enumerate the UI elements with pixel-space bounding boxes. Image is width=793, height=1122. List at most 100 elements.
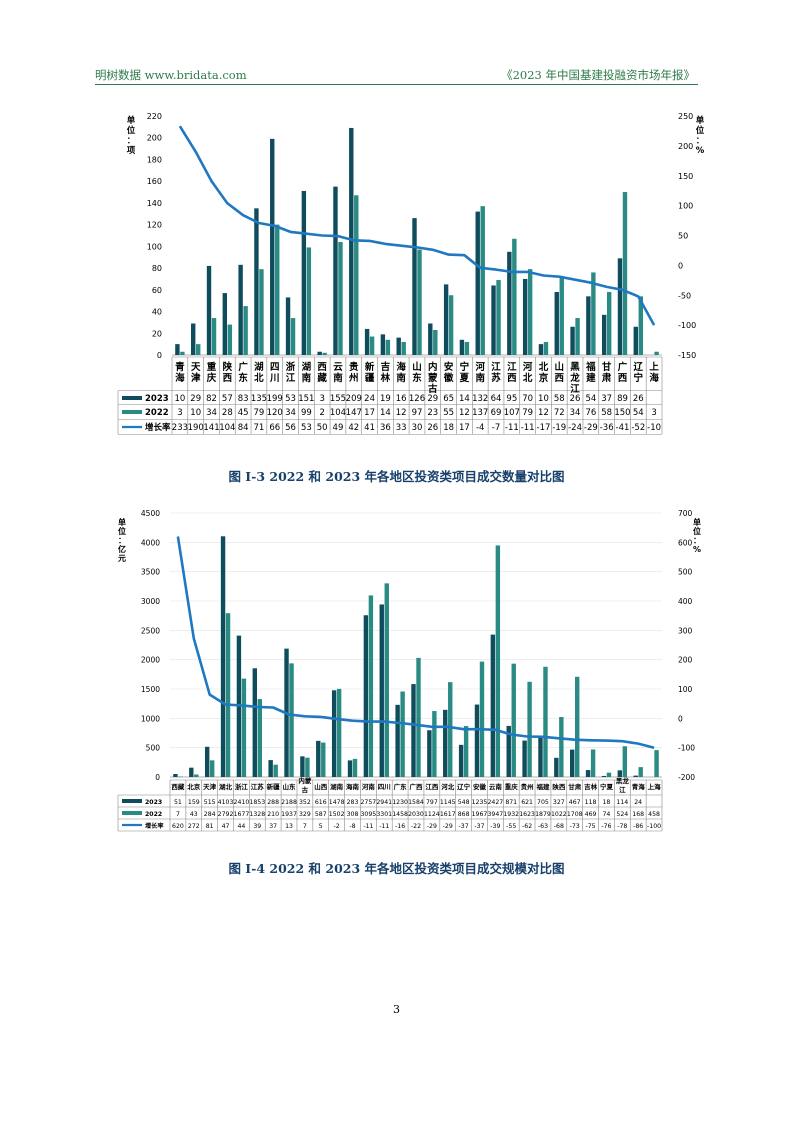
- scale-data-label: 114: [616, 799, 628, 806]
- count-bar-2023: [586, 296, 591, 355]
- count-y-tick-label: 120: [147, 221, 162, 230]
- count-category-label: 江: [491, 361, 501, 373]
- scale-y2-tick-label: -200: [678, 773, 695, 782]
- scale-data-label: 1708: [567, 811, 583, 818]
- scale-bar-2022: [463, 726, 469, 777]
- chart-scale: 050010001500200025003000350040004500-200…: [117, 509, 701, 832]
- scale-category-label: 西藏: [171, 782, 185, 791]
- count-category-label: 海: [175, 372, 185, 384]
- scale-bar-2023: [538, 735, 543, 777]
- count-bar-2023: [364, 328, 370, 355]
- count-data-label: 16: [396, 394, 407, 404]
- scale-category-label: 四川: [378, 783, 391, 791]
- scale-category-label: 山西: [314, 782, 328, 791]
- scale-data-label: -37: [474, 823, 484, 830]
- scale-data-label: 5: [319, 823, 323, 830]
- scale-bar-2022: [590, 749, 596, 777]
- scale-bar-2023: [204, 746, 210, 777]
- scale-data-label: 2030: [408, 811, 424, 818]
- count-data-label: 45: [238, 408, 249, 418]
- scale-category-label: 贵州: [521, 782, 534, 791]
- count-category-label: 宁: [460, 361, 470, 373]
- count-bar-2023: [443, 284, 449, 355]
- scale-bar-2022: [336, 688, 342, 777]
- count-data-label: 53: [301, 423, 312, 433]
- count-growth-line: [178, 125, 656, 326]
- scale-y2-tick-label: 300: [678, 626, 693, 635]
- scale-bar-2022: [527, 681, 532, 777]
- count-category-label: 州: [348, 373, 359, 384]
- scale-data-label: -16: [395, 823, 405, 830]
- count-y2-axis-label: 位: [696, 125, 705, 136]
- scale-bar-2022: [448, 682, 453, 777]
- scale-category-label: 古: [302, 785, 309, 794]
- count-data-label: -36: [600, 423, 614, 433]
- count-category-label: 东: [412, 372, 422, 384]
- count-category-label: 疆: [365, 372, 375, 384]
- scale-data-label: 2188: [281, 799, 297, 806]
- count-category-label: 南: [475, 372, 485, 384]
- count-data-label: 55: [443, 408, 454, 418]
- count-data-label: 69: [491, 408, 502, 418]
- scale-bar-2023: [316, 740, 321, 777]
- scale-y2-tick-label: -100: [678, 744, 695, 753]
- count-category-label: 湖: [254, 361, 264, 373]
- count-data-label: 72: [554, 408, 565, 418]
- scale-bar-2023: [363, 615, 369, 777]
- scale-legend-swatch: [122, 811, 142, 815]
- count-y2-tick-label: -150: [678, 351, 696, 360]
- scale-bar-2023: [585, 770, 591, 777]
- count-data-label: 82: [206, 394, 217, 404]
- scale-bar-2022: [622, 746, 628, 777]
- scale-bar-2022: [178, 776, 183, 778]
- count-data-label: 65: [443, 394, 454, 404]
- scale-bar-2022: [559, 717, 564, 777]
- count-data-label: 97: [412, 408, 423, 418]
- count-bar-2022: [543, 341, 549, 355]
- scale-data-label: -39: [490, 823, 500, 830]
- scale-y2-tick-label: 0: [678, 714, 683, 723]
- scale-bar-2023: [601, 775, 607, 777]
- count-category-label: 建: [585, 372, 596, 384]
- scale-y2-axis-label: ：: [693, 536, 701, 545]
- scale-category-label: 浙江: [235, 782, 249, 791]
- count-bar-2023: [238, 264, 243, 355]
- count-data-label: 89: [617, 394, 628, 404]
- count-y2-axis-label: 单: [696, 115, 705, 126]
- scale-bar-2022: [241, 678, 247, 777]
- count-data-label: 19: [380, 394, 391, 404]
- count-category-label: 江: [286, 372, 296, 384]
- count-data-label: 2: [319, 408, 324, 418]
- scale-bar-2023: [633, 775, 638, 777]
- count-category-label: 浙: [286, 361, 296, 373]
- count-bar-2022: [559, 276, 564, 355]
- count-data-label: 64: [491, 394, 502, 404]
- count-category-label: 古: [428, 383, 438, 395]
- scale-bar-2023: [300, 756, 305, 777]
- count-bar-2023: [412, 218, 417, 355]
- scale-bar-2023: [411, 684, 416, 777]
- scale-bar-2023: [554, 757, 559, 777]
- scale-bar-2023: [268, 760, 273, 777]
- count-legend-label: 增长率: [145, 422, 171, 433]
- count-data-label: 12: [459, 408, 470, 418]
- count-category-label: 林: [381, 372, 391, 384]
- count-y2-tick-label: -50: [678, 291, 691, 300]
- count-bar-2023: [317, 351, 322, 355]
- scale-data-label: 1937: [281, 811, 297, 818]
- count-category-label: 上: [649, 361, 659, 373]
- count-category-label: 重: [207, 361, 217, 373]
- count-y2-tick-label: -100: [678, 321, 696, 330]
- count-category-label: 西: [507, 373, 517, 384]
- count-bar-2022: [638, 296, 643, 355]
- count-category-label: 青: [175, 361, 185, 373]
- scale-data-label: 1879: [535, 811, 551, 818]
- count-data-label: 37: [601, 394, 612, 404]
- scale-y2-tick-label: 100: [678, 685, 693, 694]
- count-data-label: 28: [222, 408, 233, 418]
- count-data-label: 54: [585, 394, 596, 404]
- count-bar-2022: [306, 247, 312, 355]
- scale-category-label: 湖南: [330, 782, 344, 791]
- count-bar-2023: [206, 265, 212, 355]
- count-data-label: -17: [537, 423, 551, 433]
